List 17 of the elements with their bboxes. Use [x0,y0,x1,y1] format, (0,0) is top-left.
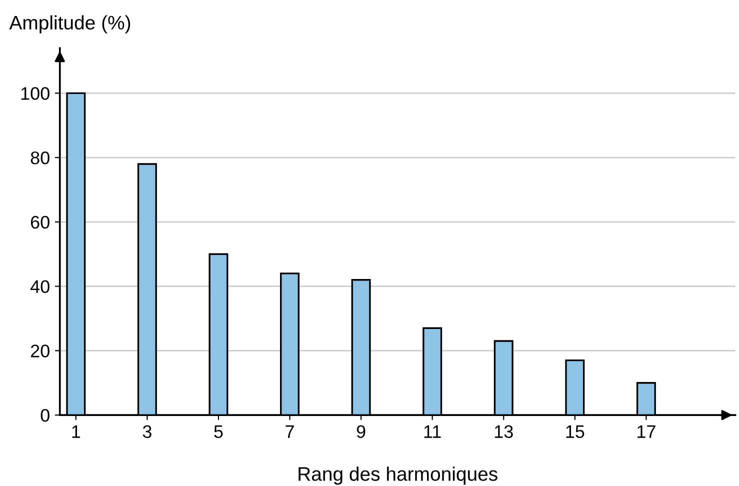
x-tick-label: 15 [566,425,584,438]
y-tick-label: 20 [30,344,50,358]
x-axis-title: Rang des harmoniques [298,466,498,485]
y-tick-label: 100 [21,87,50,100]
y-tick-label: 40 [30,280,50,294]
x-tick-label: 11 [424,425,441,438]
x-tick-label: 3 [142,425,152,438]
x-tick-label: 13 [494,425,513,438]
y-tick-label: 80 [30,151,50,164]
y-tick-label: 0 [40,408,50,422]
x-tick-label: 7 [286,425,294,438]
y-axis-title: Amplitude (%) [9,15,130,34]
x-tick-label: 5 [214,425,223,438]
x-tick-label: 1 [72,425,80,438]
x-tick-label: 9 [356,425,366,438]
x-tick-label: 17 [638,425,656,438]
y-tick-label: 60 [30,216,50,229]
